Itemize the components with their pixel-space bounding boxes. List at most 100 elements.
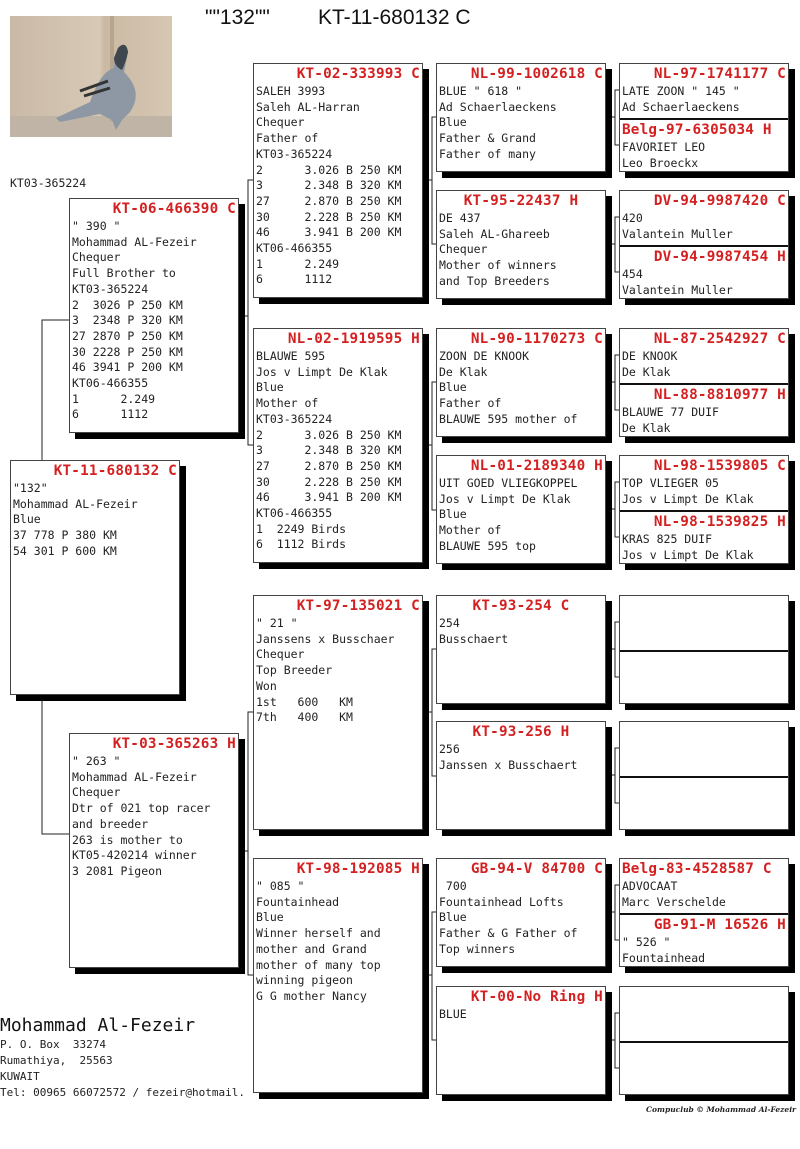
great-great-grandparent-box[interactable]: [620, 1041, 788, 1095]
pigeon-info-line: KT03-365224: [256, 411, 333, 426]
great-great-grandparent-box[interactable]: NL-97-1741177 C LATE ZOON " 145 " Ad Schae…: [620, 64, 788, 118]
great-grandparent-box[interactable]: KT-93-254 C 254 Busschaert: [436, 595, 606, 704]
ring-number: KT-06-466390 C: [112, 201, 236, 217]
pigeon-info-line: 2 3.026 B 250 KM: [256, 162, 402, 177]
pigeon-info-line: Chequer: [72, 785, 121, 800]
great-great-grandparent-box[interactable]: DV-94-9987454 H 454 Valantein Muller: [620, 245, 788, 299]
pigeon-info-line: 27 2870 P 250 KM: [72, 328, 183, 343]
pigeon-info-line: BLAUWE 595: [256, 349, 326, 363]
pigeon-info-line: KT06-466355: [72, 376, 149, 391]
great-great-grandparents-pair: NL-98-1539805 C TOP VLIEGER 05 Jos v Limpt…: [619, 455, 789, 564]
great-great-grandparent-box[interactable]: GB-91-M 16526 H " 526 " Fountainhead: [620, 913, 788, 967]
pigeon-info-line: Mother of: [439, 523, 502, 538]
pigeon-info-line: 37 778 P 380 KM: [13, 528, 117, 543]
great-grandparent-box[interactable]: NL-01-2189340 H UIT GOED VLIEGKOPPEL Jos v…: [436, 455, 606, 564]
ring-number: KT-00-No Ring H: [470, 989, 603, 1005]
pigeon-info-line: BLUE " 618 ": [439, 84, 523, 98]
pigeon-info-line: 46 3.941 B 200 KM: [256, 490, 402, 505]
pigeon-info-line: 1 2.249: [72, 391, 156, 406]
pigeon-info-line: ADVOCAAT: [622, 879, 678, 893]
pigeon-info-line: 30 2228 P 250 KM: [72, 344, 183, 359]
pigeon-info-line: Blue: [439, 115, 467, 130]
great-great-grandparent-box[interactable]: NL-98-1539825 H KRAS 825 DUIF Jos v Limpt …: [620, 510, 788, 564]
pigeon-info-line: 2 3.026 B 250 KM: [256, 427, 402, 442]
great-grandparent-box[interactable]: NL-90-1170273 C ZOON DE KNOOK De Klak Blue F…: [436, 328, 606, 437]
pigeon-info-line: 54 301 P 600 KM: [13, 543, 117, 558]
pigeon-info-line: ZOON DE KNOOK: [439, 349, 530, 363]
great-great-grandparent-box[interactable]: [620, 776, 788, 830]
great-great-grandparent-box[interactable]: NL-98-1539805 C TOP VLIEGER 05 Jos v Limpt…: [620, 456, 788, 510]
pigeon-info-line: BLAUWE 595 mother of: [439, 411, 578, 426]
pigeon-info-line: Chequer: [256, 647, 305, 662]
pigeon-info-line: UIT GOED VLIEGKOPPEL: [439, 476, 578, 490]
ring-number: NL-98-1539805 C: [653, 458, 786, 474]
great-great-grandparents-pair: [619, 721, 789, 830]
pigeon-info-line: Blue: [439, 380, 467, 395]
great-grandparent-box[interactable]: KT-95-22437 H DE 437 Saleh AL-Ghareeb Chequ…: [436, 190, 606, 299]
pigeon-info-line: Jos v Limpt De Klak: [256, 364, 388, 379]
pigeon-info-line: 6 1112: [256, 272, 333, 287]
great-great-grandparent-box[interactable]: NL-87-2542927 C DE KNOOK De Klak: [620, 329, 788, 383]
ring-number: Belg-97-6305034 H: [622, 122, 772, 138]
great-great-grandparent-box[interactable]: [620, 722, 788, 776]
pigeon-info-line: Blue: [256, 910, 284, 925]
pigeon-info-line: Jos v Limpt De Klak: [622, 491, 754, 506]
pigeon-info-line: Blue: [256, 380, 284, 395]
ring-number: GB-91-M 16526 H: [653, 917, 786, 933]
subject-box[interactable]: KT-11-680132 C "132" Mohammad AL-Fezeir Blu…: [10, 460, 180, 695]
great-great-grandparent-box[interactable]: [620, 596, 788, 650]
pigeon-photo: [10, 16, 172, 137]
pigeon-info-line: Janssens x Busschaer: [256, 631, 395, 646]
great-great-grandparent-box[interactable]: Belg-83-4528587 C ADVOCAAT Marc Verschelde: [620, 859, 788, 913]
ring-number: GB-94-V 84700 C: [470, 861, 603, 877]
pigeon-info-line: Full Brother to: [72, 266, 176, 281]
grandparent-box[interactable]: NL-02-1919595 H BLAUWE 595 Jos v Limpt De …: [253, 328, 423, 563]
pigeon-info-line: BLAUWE 595 top: [439, 538, 536, 553]
ring-number: KT-95-22437 H: [463, 193, 579, 209]
grandparent-box[interactable]: KT-97-135021 C " 21 " Janssens x Busschaer…: [253, 595, 423, 830]
software-credit: Compuclub © Mohammad Al-Fezeir: [646, 1105, 796, 1114]
pigeon-info-line: 3 2.348 B 320 KM: [256, 443, 402, 458]
owner-name: Mohammad Al-Fezeir: [0, 1015, 196, 1036]
dam-box[interactable]: KT-03-365263 H " 263 " Mohammad AL-Fezeir C…: [69, 733, 239, 968]
great-great-grandparents-pair: DV-94-9987420 C 420 Valantein Muller DV-94-…: [619, 190, 789, 299]
great-grandparent-box[interactable]: NL-99-1002618 C BLUE " 618 " Ad Schaerlaec…: [436, 63, 606, 172]
pigeon-info-line: Mother of: [256, 396, 319, 411]
great-great-grandparent-box[interactable]: Belg-97-6305034 H FAVORIET LEO Leo Broeckx: [620, 118, 788, 172]
grandparent-box[interactable]: KT-02-333993 C SALEH 3993 Saleh AL-Harran C…: [253, 63, 423, 298]
ring-number: KT-93-256 H: [472, 724, 570, 740]
pigeon-info-line: Chequer: [72, 250, 121, 265]
pigeon-info-line: Valantein Muller: [622, 226, 733, 241]
pigeon-info-line: 27 2.870 B 250 KM: [256, 193, 402, 208]
pigeon-info-line: Won: [256, 678, 277, 693]
great-great-grandparents-pair: NL-97-1741177 C LATE ZOON " 145 " Ad Schae…: [619, 63, 789, 172]
pigeon-info-line: " 390 ": [72, 219, 121, 233]
great-great-grandparent-box[interactable]: NL-88-8810977 H BLAUWE 77 DUIF De Klak: [620, 383, 788, 437]
pigeon-info-line: 30 2.228 B 250 KM: [256, 474, 402, 489]
great-grandparent-box[interactable]: KT-00-No Ring H BLUE: [436, 986, 606, 1095]
pigeon-info-line: KT05-420214 winner: [72, 848, 197, 863]
pigeon-info-line: Mother of winners: [439, 258, 557, 273]
pigeon-info-line: Mohammad AL-Fezeir: [72, 769, 197, 784]
great-great-grandparent-box[interactable]: [620, 650, 788, 704]
pigeon-info-line: Blue: [439, 507, 467, 522]
great-grandparent-box[interactable]: KT-93-256 H 256 Janssen x Busschaert: [436, 721, 606, 830]
pigeon-info-line: BLAUWE 77 DUIF: [622, 405, 719, 419]
ring-number: KT-97-135021 C: [296, 598, 420, 614]
great-great-grandparent-box[interactable]: [620, 987, 788, 1041]
great-great-grandparent-box[interactable]: DV-94-9987420 C 420 Valantein Muller: [620, 191, 788, 245]
pigeon-info-line: De Klak: [622, 420, 671, 435]
grandparent-box[interactable]: KT-98-192085 H " 085 " Fountainhead Blue Win…: [253, 858, 423, 1093]
pigeon-info-line: and breeder: [72, 816, 149, 831]
pigeon-info-line: Chequer: [439, 242, 488, 257]
pigeon-info-line: LATE ZOON " 145 ": [622, 84, 740, 98]
great-grandparent-box[interactable]: GB-94-V 84700 C 700 Fountainhead Lofts Blu…: [436, 858, 606, 967]
sire-box[interactable]: KT-06-466390 C " 390 " Mohammad AL-Fezeir C…: [69, 198, 239, 433]
pigeon-image: [10, 16, 172, 137]
great-great-grandparents-pair: [619, 595, 789, 704]
pigeon-info-line: " 21 ": [256, 616, 298, 630]
pigeon-info-line: "132": [13, 481, 48, 495]
owner-address-line: KUWAIT: [0, 1070, 40, 1083]
pigeon-info-line: Chequer: [256, 115, 305, 130]
pigeon-info-line: winning pigeon: [256, 973, 353, 988]
